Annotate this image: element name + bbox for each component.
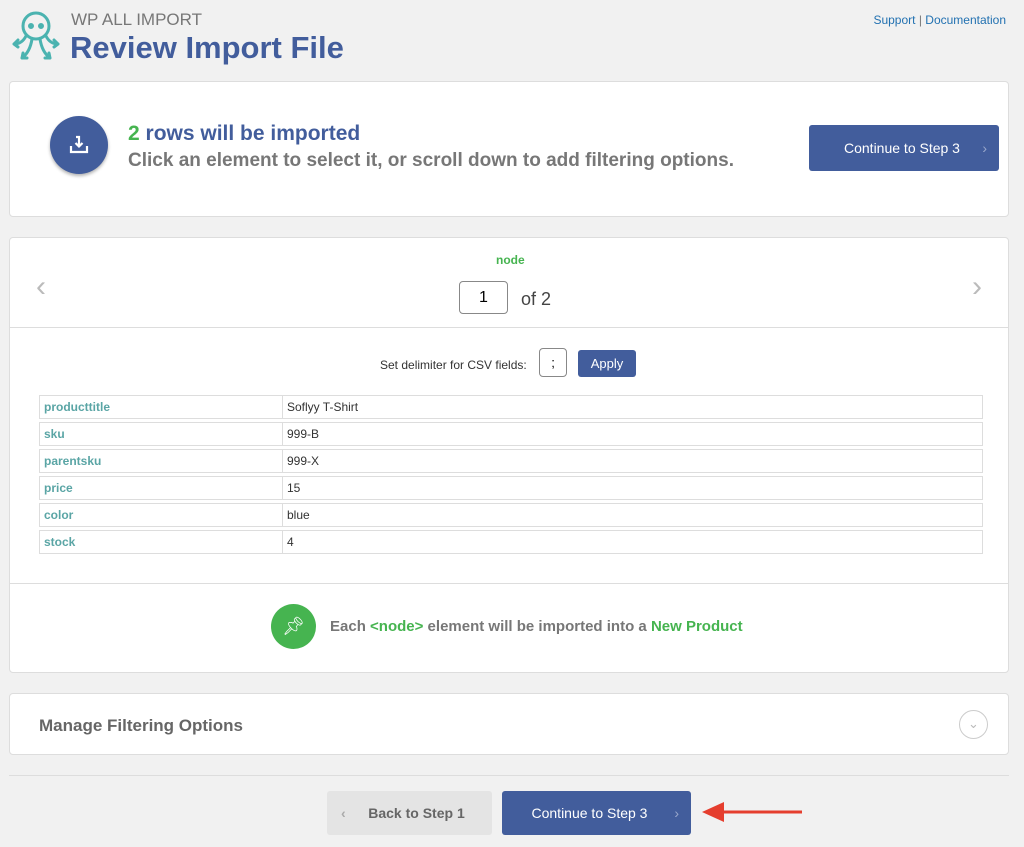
field-value[interactable]: 4 [282,530,983,554]
table-row[interactable]: producttitle Soflyy T-Shirt [39,395,983,419]
table-row[interactable]: color blue [39,503,983,527]
info-post-type: New Product [650,618,743,635]
red-arrow-icon [700,800,804,829]
pushpin-icon: 📌︎ [271,604,316,649]
prev-record-arrow[interactable]: ‹ [36,270,46,303]
field-value[interactable]: 999-X [282,449,983,473]
table-row[interactable]: sku 999-B [39,422,983,446]
table-row[interactable]: parentsku 999-X [39,449,983,473]
delimiter-input[interactable] [539,348,567,377]
brand-name: WP ALL IMPORT [71,10,203,29]
divider [9,775,1009,776]
row-count: 2 [128,122,140,145]
divider [10,327,1008,328]
chevron-down-icon[interactable]: ⌄ [959,710,988,739]
field-key[interactable]: sku [39,422,282,446]
record-number-input[interactable] [459,281,508,314]
continue-step3-top-button[interactable]: Continue to Step 3 › [809,125,999,171]
field-key[interactable]: producttitle [39,395,282,419]
delimiter-label: Set delimiter for CSV fields: [380,358,527,372]
table-row[interactable]: stock 4 [39,530,983,554]
field-value[interactable]: blue [282,503,983,527]
apply-button[interactable]: Apply [578,350,636,377]
info-prefix: Each [330,618,371,635]
record-total: of 2 [521,289,552,309]
summary-subtitle: Click an element to select it, or scroll… [128,150,734,171]
continue-label: Continue to Step 3 [844,140,960,156]
info-node: <node> [370,618,424,635]
continue-label: Continue to Step 3 [531,805,648,821]
field-key[interactable]: parentsku [39,449,282,473]
field-value[interactable]: Soflyy T-Shirt [282,395,983,419]
continue-step3-bottom-button[interactable]: Continue to Step 3 › [502,791,691,835]
table-row[interactable]: price 15 [39,476,983,500]
next-record-arrow[interactable]: › [972,270,982,303]
divider [10,583,1008,584]
field-key[interactable]: stock [39,530,282,554]
field-value[interactable]: 999-B [282,422,983,446]
chevron-right-icon: › [982,140,987,156]
filtering-panel[interactable]: Manage Filtering Options ⌄ [9,693,1009,755]
download-icon [50,116,108,174]
page-title: Review Import File [70,30,344,65]
filtering-title: Manage Filtering Options [39,716,244,735]
summary-card: 2 rows will be imported Click an element… [9,81,1009,217]
logo-octopus-icon [10,8,62,69]
rows-text: rows will be imported [139,122,361,145]
link-separator: | [918,13,922,27]
node-label: node [496,253,525,267]
support-link[interactable]: Support [873,13,916,27]
field-value[interactable]: 15 [282,476,983,500]
field-key[interactable]: color [39,503,282,527]
chevron-right-icon: › [674,805,679,821]
back-label: Back to Step 1 [368,805,465,821]
chevron-left-icon: ‹ [341,805,346,821]
preview-card: ‹ › node of 2 Set delimiter for CSV fiel… [9,237,1009,673]
info-middle: element will be imported into a [423,618,651,635]
field-key[interactable]: price [39,476,282,500]
back-step1-button[interactable]: ‹ Back to Step 1 [327,791,492,835]
record-table: producttitle Soflyy T-Shirt sku 999-B parent… [39,392,983,557]
documentation-link[interactable]: Documentation [925,13,1006,27]
